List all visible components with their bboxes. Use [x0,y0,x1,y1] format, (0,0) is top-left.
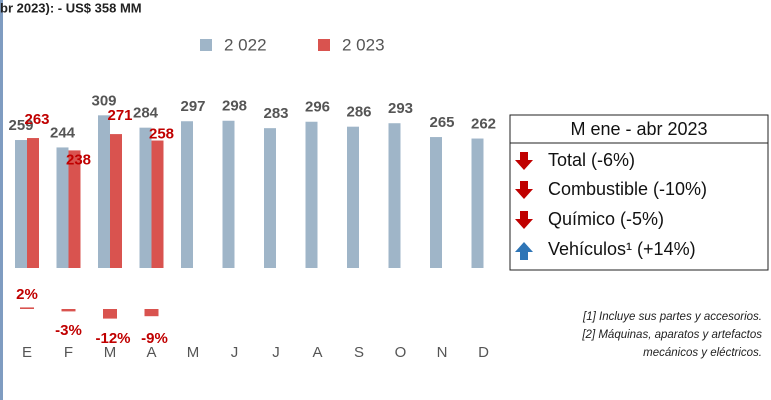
change-bar [103,309,117,319]
data-label: 271 [107,107,132,124]
x-tick-label: M [187,344,200,361]
data-label: 286 [346,104,371,121]
change-bar [20,307,34,309]
data-label: 263 [24,111,49,128]
bar [110,134,122,268]
bar [181,121,193,268]
data-label: 298 [222,98,247,115]
x-tick-label: J [231,344,239,361]
footnote: mecánicos y eléctricos. [643,347,762,359]
footnote: [1] Incluye sus partes y accesorios. [582,311,762,323]
change-label: -12% [95,330,130,347]
data-label: 293 [388,100,413,117]
x-tick-label: A [146,344,156,361]
data-label: 238 [66,151,91,168]
bar [222,120,235,269]
change-label: -3% [55,322,82,339]
x-tick-label: M [104,344,117,361]
summary-item: Vehículos¹ (+14%) [548,239,696,259]
x-tick-label: N [437,344,448,361]
x-tick-label: A [312,344,322,361]
down-arrow [515,152,533,170]
bar [347,126,359,269]
legend-label: 2 023 [342,35,385,54]
data-label: 283 [263,105,288,122]
bar [15,140,27,268]
bar [56,147,69,268]
legend-swatch [200,39,212,51]
data-label: 244 [50,124,76,141]
down-arrow [515,211,533,229]
summary-item: Químico (-5%) [548,209,664,229]
change-label: 2% [16,286,38,303]
data-label: 258 [149,125,174,142]
x-tick-label: O [395,344,407,361]
left-border [0,0,3,400]
x-tick-label: E [22,344,32,361]
down-arrow [515,181,533,199]
bar [305,121,318,268]
x-tick-label: D [478,344,489,361]
change-bar [144,309,159,317]
bar [430,137,442,268]
change-label: -9% [141,330,168,347]
up-arrow [515,242,533,260]
x-tick-label: S [354,344,364,361]
legend-label: 2 022 [224,35,267,54]
bar [98,115,110,268]
summary-box [509,114,769,271]
summary-item: Total (-6%) [548,150,635,170]
summary-item: Combustible (-10%) [548,179,707,199]
data-label: 309 [91,92,116,109]
chart-title: br 2023): - US$ 358 MM [0,0,142,15]
x-tick-label: J [272,344,280,361]
bar [27,138,39,268]
x-tick-label: F [64,344,73,361]
data-label: 262 [471,116,496,133]
data-label: 259 [8,117,33,134]
change-bar [61,309,76,312]
bar [139,127,152,268]
data-label: 265 [429,114,454,131]
bar [388,123,401,268]
bar [68,150,81,268]
summary-title: M ene - abr 2023 [570,119,707,139]
legend-swatch [318,39,330,51]
bar [151,140,164,268]
data-label: 284 [133,105,159,122]
bar [264,128,276,268]
footnote: [2] Máquinas, aparatos y artefactos [581,329,762,341]
data-label: 296 [305,99,330,116]
data-label: 297 [180,98,205,115]
bar [471,138,484,268]
